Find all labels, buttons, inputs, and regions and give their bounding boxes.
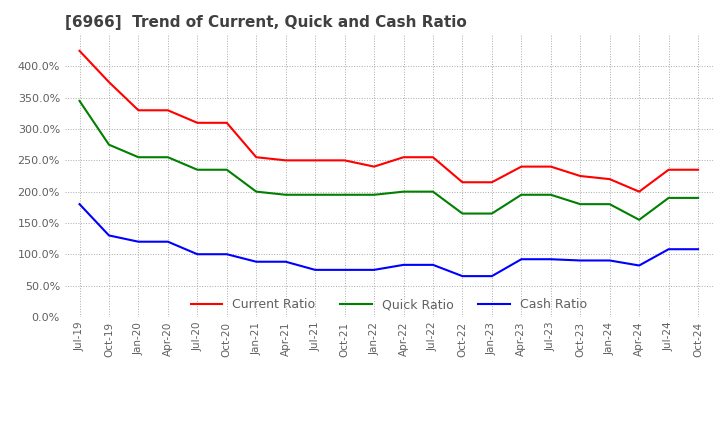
Cash Ratio xyxy=(163,239,172,244)
Current Ratio xyxy=(134,108,143,113)
Quick Ratio xyxy=(75,98,84,103)
Cash Ratio xyxy=(399,262,408,268)
Text: [6966]  Trend of Current, Quick and Cash Ratio: [6966] Trend of Current, Quick and Cash … xyxy=(65,15,467,30)
Quick Ratio xyxy=(341,192,349,198)
Cash Ratio xyxy=(252,259,261,264)
Quick Ratio xyxy=(193,167,202,172)
Quick Ratio xyxy=(665,195,673,201)
Current Ratio xyxy=(517,164,526,169)
Cash Ratio xyxy=(311,267,320,272)
Cash Ratio xyxy=(134,239,143,244)
Cash Ratio xyxy=(458,274,467,279)
Current Ratio xyxy=(576,173,585,179)
Current Ratio xyxy=(282,158,290,163)
Quick Ratio xyxy=(458,211,467,216)
Quick Ratio xyxy=(635,217,644,223)
Quick Ratio xyxy=(134,154,143,160)
Quick Ratio xyxy=(428,189,437,194)
Cash Ratio xyxy=(665,246,673,252)
Cash Ratio xyxy=(517,257,526,262)
Cash Ratio xyxy=(341,267,349,272)
Current Ratio xyxy=(311,158,320,163)
Quick Ratio xyxy=(576,202,585,207)
Quick Ratio xyxy=(517,192,526,198)
Current Ratio xyxy=(370,164,379,169)
Cash Ratio xyxy=(576,258,585,263)
Quick Ratio xyxy=(606,202,614,207)
Current Ratio xyxy=(252,154,261,160)
Cash Ratio xyxy=(606,258,614,263)
Quick Ratio xyxy=(399,189,408,194)
Current Ratio xyxy=(104,80,113,85)
Cash Ratio xyxy=(282,259,290,264)
Current Ratio xyxy=(428,154,437,160)
Cash Ratio xyxy=(635,263,644,268)
Cash Ratio xyxy=(104,233,113,238)
Legend: Current Ratio, Quick Ratio, Cash Ratio: Current Ratio, Quick Ratio, Cash Ratio xyxy=(186,293,592,316)
Quick Ratio xyxy=(370,192,379,198)
Current Ratio xyxy=(487,180,496,185)
Quick Ratio xyxy=(487,211,496,216)
Cash Ratio xyxy=(193,252,202,257)
Quick Ratio xyxy=(694,195,703,201)
Cash Ratio xyxy=(222,252,231,257)
Quick Ratio xyxy=(104,142,113,147)
Line: Cash Ratio: Cash Ratio xyxy=(79,204,698,276)
Cash Ratio xyxy=(428,262,437,268)
Line: Quick Ratio: Quick Ratio xyxy=(79,101,698,220)
Current Ratio xyxy=(163,108,172,113)
Current Ratio xyxy=(635,189,644,194)
Line: Current Ratio: Current Ratio xyxy=(79,51,698,192)
Current Ratio xyxy=(458,180,467,185)
Current Ratio xyxy=(75,48,84,54)
Current Ratio xyxy=(341,158,349,163)
Current Ratio xyxy=(399,154,408,160)
Current Ratio xyxy=(606,176,614,182)
Cash Ratio xyxy=(694,246,703,252)
Quick Ratio xyxy=(222,167,231,172)
Current Ratio xyxy=(546,164,555,169)
Cash Ratio xyxy=(487,274,496,279)
Cash Ratio xyxy=(546,257,555,262)
Current Ratio xyxy=(694,167,703,172)
Current Ratio xyxy=(665,167,673,172)
Cash Ratio xyxy=(75,202,84,207)
Current Ratio xyxy=(193,120,202,125)
Cash Ratio xyxy=(370,267,379,272)
Quick Ratio xyxy=(163,154,172,160)
Quick Ratio xyxy=(282,192,290,198)
Current Ratio xyxy=(222,120,231,125)
Quick Ratio xyxy=(546,192,555,198)
Quick Ratio xyxy=(252,189,261,194)
Quick Ratio xyxy=(311,192,320,198)
